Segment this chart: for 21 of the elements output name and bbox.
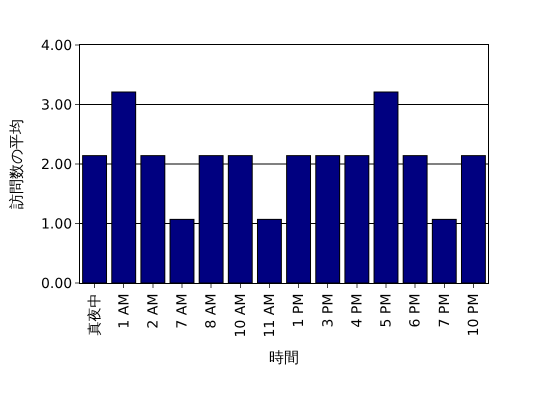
x-tick-label: 10 AM <box>232 294 249 338</box>
x-tick-label: 3 PM <box>320 294 336 328</box>
x-tick-label: 1 AM <box>116 294 132 329</box>
y-tick-label: 4.00 <box>41 38 72 54</box>
x-axis-title: 時間 <box>269 348 299 367</box>
x-tick-label: 10 PM <box>466 294 482 336</box>
y-axis-title: 訪問数の平均 <box>7 119 26 209</box>
x-tick-label: 2 AM <box>145 294 162 329</box>
y-tick-label: 1.00 <box>41 216 72 232</box>
x-tick-label: 7 AM <box>174 294 191 329</box>
x-tick-label: 4 PM <box>349 294 366 328</box>
y-tick-label: 3.00 <box>41 97 72 114</box>
x-tick-label: 1 PM <box>291 294 308 328</box>
x-tick-label: 5 PM <box>378 294 395 328</box>
y-tick-label: 2.00 <box>41 156 72 173</box>
x-tick-label: 真夜中 <box>87 294 104 336</box>
x-tick-label: 6 PM <box>408 294 424 328</box>
x-tick-label: 7 PM <box>436 294 453 328</box>
x-tick-label: 8 AM <box>204 294 220 329</box>
y-tick-label: 0.00 <box>41 276 72 292</box>
x-tick-label: 11 AM <box>262 294 278 338</box>
